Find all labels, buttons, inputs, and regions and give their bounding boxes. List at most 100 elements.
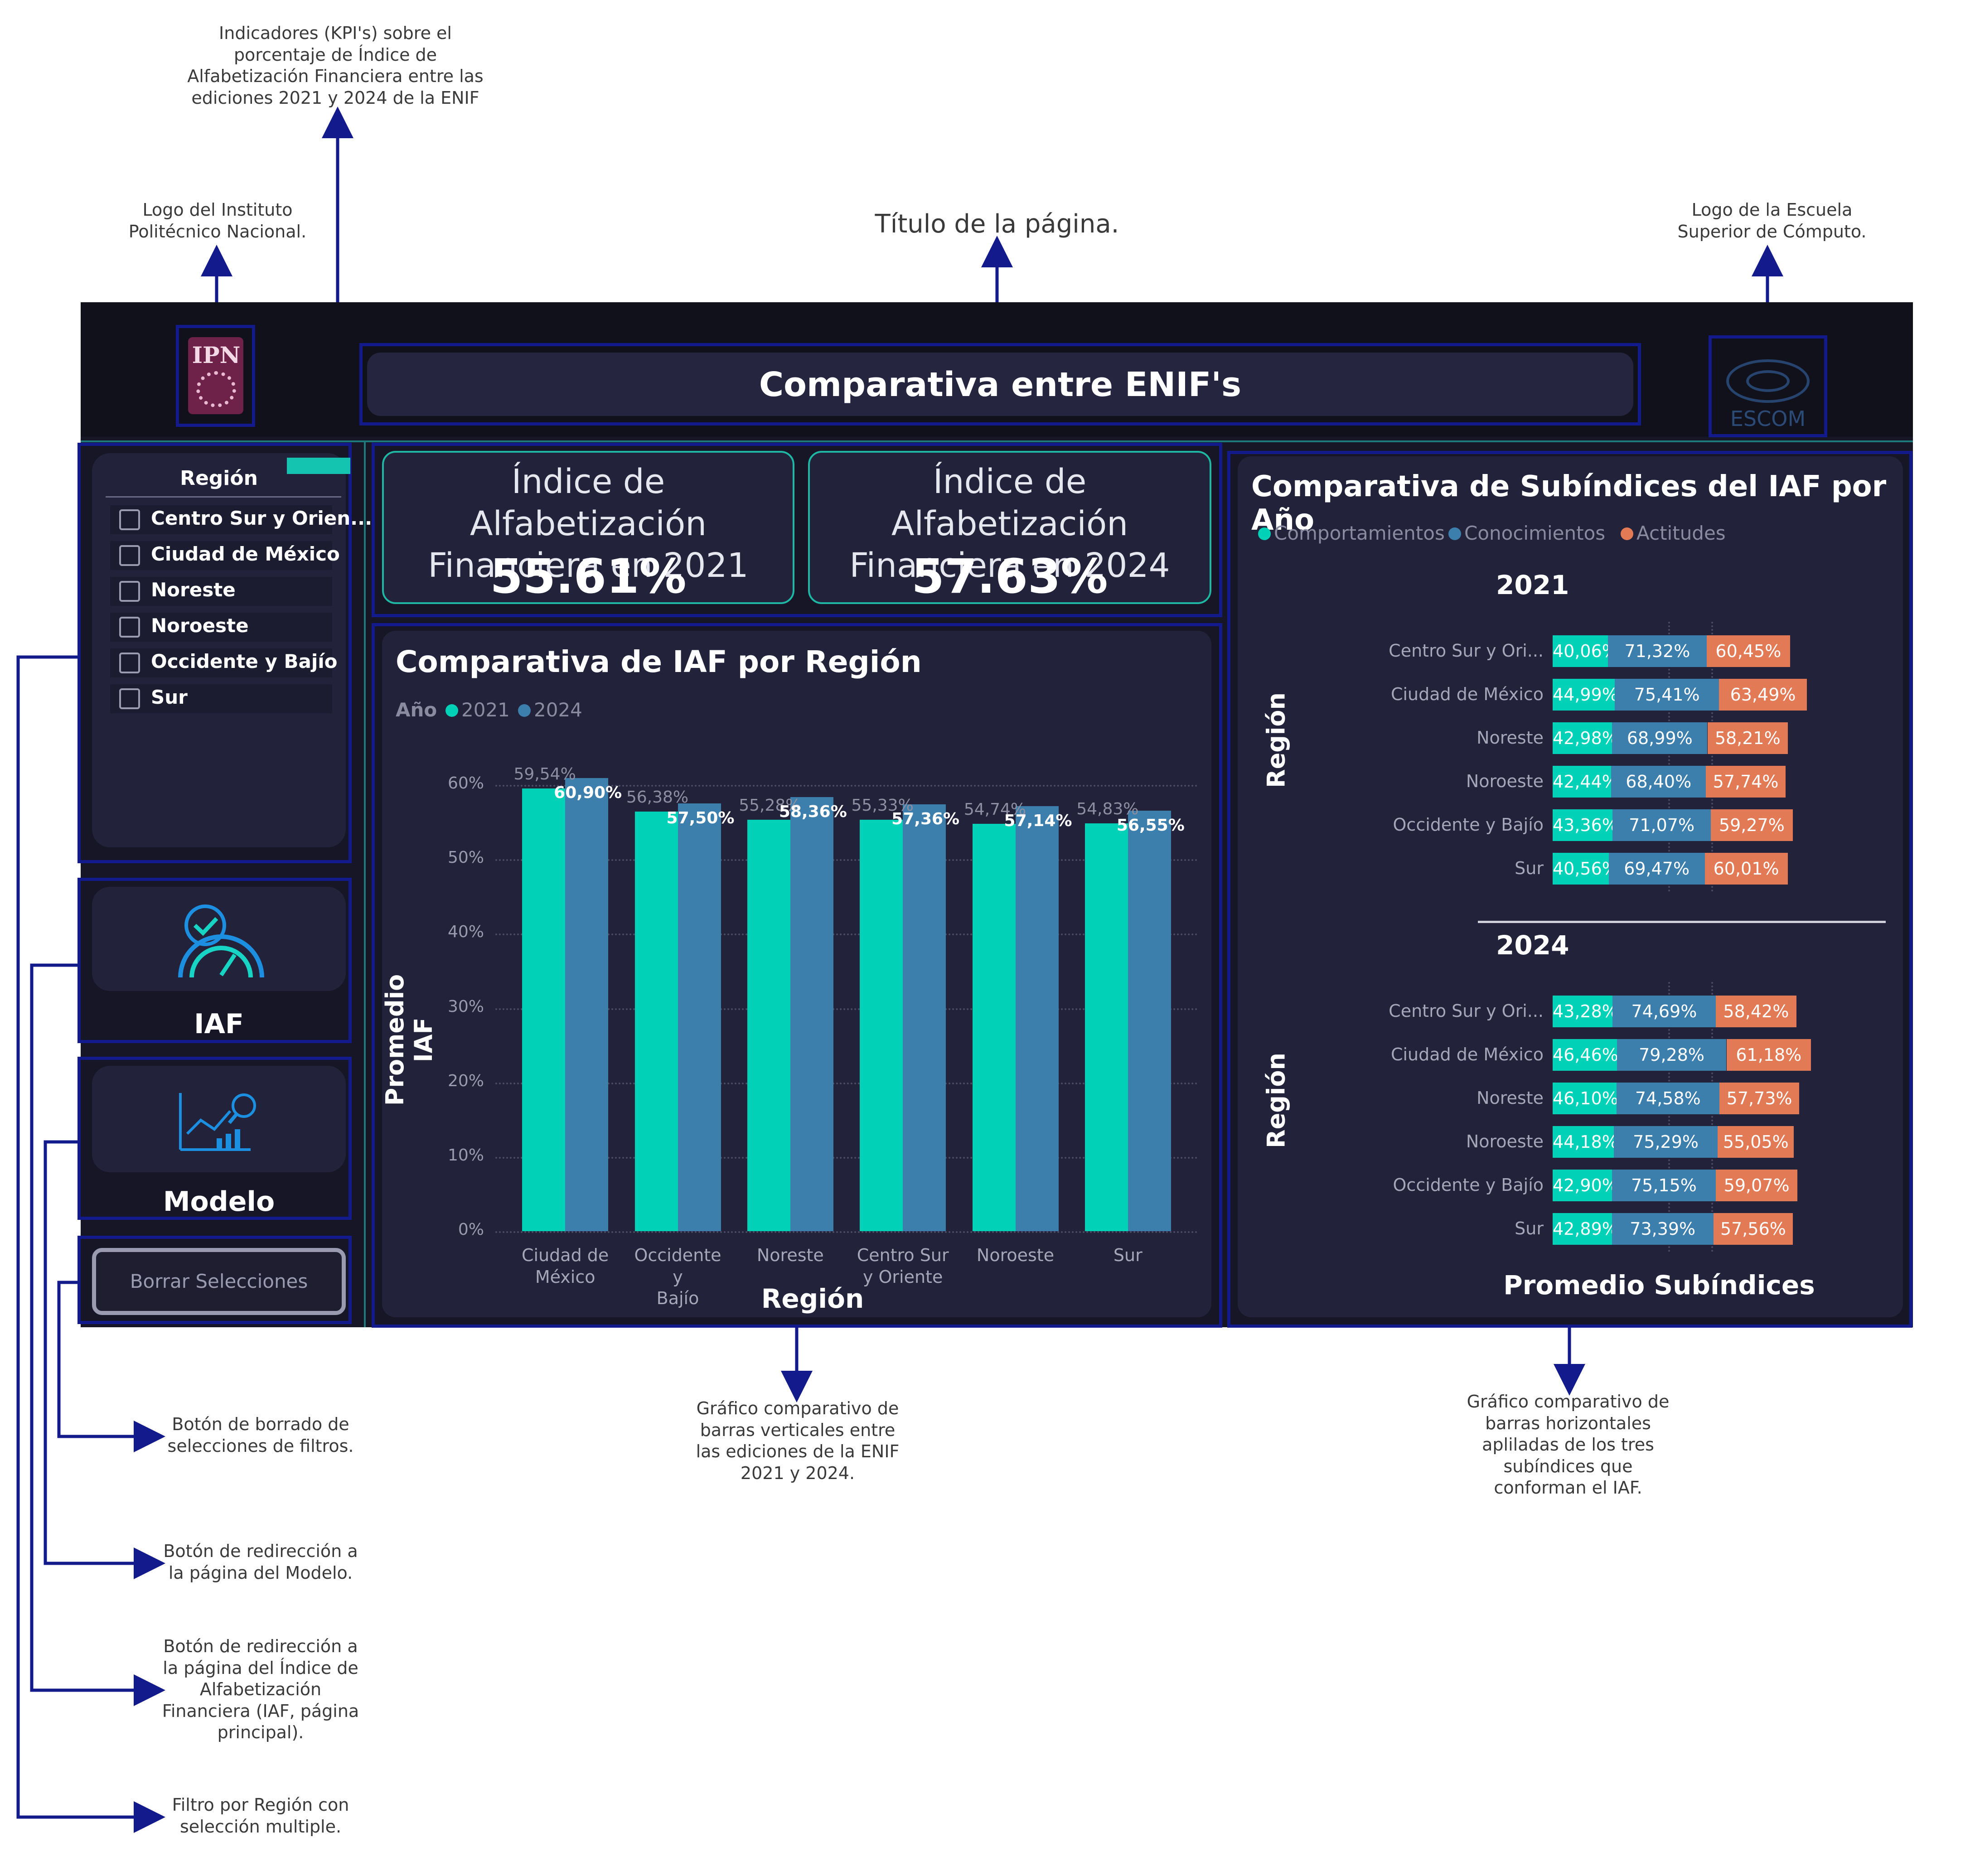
panel-2024-year: 2024: [1496, 930, 1569, 961]
stacked-bar-chart: Comparativa de Subíndices del IAF por Añ…: [1238, 456, 1903, 1317]
y-tick-label: 20%: [447, 1071, 484, 1090]
slicer-item-label: Ciudad de México: [151, 543, 340, 565]
x-tick-label: Sur: [1113, 1245, 1142, 1265]
segment-conocimientos: 75,29%: [1613, 1126, 1718, 1158]
legend-dot-comportamientos: [1258, 527, 1271, 540]
grid-line-vertical: [1711, 622, 1713, 892]
slicer-item[interactable]: Centro Sur y Orien...: [110, 505, 372, 534]
divider: [364, 440, 366, 1327]
data-label-2024: 57,50%: [666, 809, 735, 828]
bar-2024: [678, 803, 721, 1231]
y-tick-label: 50%: [447, 848, 484, 867]
ipn-logo-text: IPN: [192, 342, 241, 368]
row-label: Noroeste: [1466, 1131, 1544, 1151]
annotation-iaf-button: Botón de redirección a la página del Índ…: [162, 1636, 359, 1742]
modelo-nav-button[interactable]: Modelo: [92, 1066, 346, 1218]
kpi-card-2021: Índice de Alfabetización Financiera en 2…: [382, 451, 794, 604]
grid-line: [495, 1082, 1198, 1084]
annotation-clear-button: Botón de borrado de selecciones de filtr…: [167, 1414, 354, 1456]
escom-logo-emblem-inner: [1746, 370, 1790, 392]
grid-line: [495, 1156, 1198, 1159]
slicer-item-checkbox[interactable]: [119, 653, 140, 673]
data-label-2021: 55,28%: [739, 796, 801, 815]
data-label-2021: 54,74%: [963, 800, 1026, 819]
slicer-toolbar[interactable]: [287, 458, 350, 474]
grid-line: [495, 1231, 1198, 1233]
bar-2021: [522, 788, 566, 1231]
segment-actitudes: 58,21%: [1707, 722, 1788, 754]
modelo-nav-label: Modelo: [163, 1186, 275, 1218]
row-label: Sur: [1515, 858, 1544, 878]
slicer-item-label: Noroeste: [151, 614, 249, 637]
iaf-nav-button[interactable]: IAF: [92, 887, 346, 1040]
clear-selections-button[interactable]: Borrar Selecciones: [92, 1248, 346, 1315]
annotation-region-filter: Filtro por Región con selección multiple…: [172, 1795, 349, 1837]
data-label-2024: 57,36%: [891, 810, 960, 829]
region-slicer-frame: [77, 443, 352, 863]
segment-conocimientos: 68,99%: [1612, 722, 1708, 754]
clear-selections-label: Borrar Selecciones: [130, 1270, 308, 1292]
segment-actitudes: 55,05%: [1718, 1126, 1794, 1158]
segment-comportamientos: 46,46%: [1553, 1039, 1618, 1071]
grid-line: [495, 785, 1198, 787]
slicer-item-checkbox[interactable]: [119, 688, 140, 709]
slicer-item-checkbox[interactable]: [119, 581, 140, 602]
grid-line: [495, 933, 1198, 936]
annotation-kpis: Indicadores (KPI's) sobre el porcentaje …: [187, 23, 484, 108]
slicer-item[interactable]: Ciudad de México: [110, 541, 340, 570]
slicer-item[interactable]: Noreste: [110, 577, 332, 606]
segment-comportamientos: 46,10%: [1553, 1083, 1618, 1114]
grid-line-vertical: [1668, 982, 1670, 1252]
x-tick-label: Noreste: [756, 1245, 824, 1265]
escom-logo-text: ESCOM: [1730, 406, 1806, 431]
x-tick-label: Noroeste: [976, 1245, 1055, 1265]
segment-conocimientos: 74,58%: [1616, 1083, 1720, 1114]
slicer-item-checkbox[interactable]: [119, 545, 140, 566]
panel-2021-y-axis-title: Región: [1262, 692, 1291, 788]
legend-dot-actitudes: [1621, 527, 1633, 540]
segment-actitudes: 59,07%: [1716, 1170, 1798, 1201]
chart-magnifier-icon: [176, 1088, 262, 1152]
iaf-button-frame: [77, 878, 352, 1043]
row-label: Noreste: [1477, 1088, 1544, 1108]
row-label: Ciudad de México: [1390, 684, 1544, 704]
slicer-item-checkbox[interactable]: [119, 617, 140, 638]
segment-comportamientos: 42,90%: [1553, 1170, 1618, 1201]
slicer-item-label: Centro Sur y Orien...: [151, 507, 373, 529]
row-label: Ciudad de México: [1390, 1044, 1544, 1064]
slicer-item[interactable]: Sur: [110, 684, 332, 713]
stacked-chart-frame: [1227, 451, 1912, 1328]
modelo-icon-card: [92, 1066, 346, 1172]
annotation-bar-chart: Gráfico comparativo de barras verticales…: [696, 1398, 900, 1483]
segment-conocimientos: 71,32%: [1608, 635, 1707, 667]
slicer-item-label: Noreste: [151, 579, 236, 601]
slicer-item[interactable]: Occidente y Bajío: [110, 648, 338, 677]
kpi-frame: [372, 443, 1222, 617]
slicer-item-checkbox[interactable]: [119, 509, 140, 530]
row-label: Occidente y Bajío: [1393, 815, 1544, 835]
kpi-2024-title: Índice de Alfabetización Financiera en 2…: [849, 462, 1170, 585]
bar-2021: [860, 819, 903, 1231]
annotation-page-title: Título de la página.: [875, 209, 1119, 239]
title-box: [367, 353, 1633, 416]
segment-conocimientos: 79,28%: [1617, 1039, 1727, 1071]
annotation-stacked-chart: Gráfico comparativo de barras horizontal…: [1467, 1392, 1670, 1498]
annotation-ipn-logo: Logo del Instituto Politécnico Nacional.: [128, 200, 307, 242]
segment-conocimientos: 73,39%: [1612, 1213, 1714, 1245]
panel-2024-y-axis-title: Región: [1262, 1053, 1291, 1148]
segment-actitudes: 60,01%: [1704, 853, 1788, 885]
bar-2024: [565, 778, 609, 1231]
slicer-item-label: Sur: [151, 686, 188, 708]
panel-2021-year: 2021: [1496, 570, 1569, 600]
grid-line: [495, 1008, 1198, 1010]
grid-line-vertical: [1711, 982, 1713, 1252]
annotation-escom-logo: Logo de la Escuela Superior de Cómputo.: [1677, 200, 1867, 242]
bar-2024: [903, 804, 946, 1231]
legend-dot-2024: [518, 704, 531, 717]
stacked-x-axis-title: Promedio Subíndices: [1503, 1270, 1815, 1301]
dashboard: IPN Comparativa entre ENIF's ESCOM Regió…: [77, 302, 1913, 1328]
y-tick-label: 40%: [447, 923, 484, 942]
segment-comportamientos: 43,36%: [1553, 809, 1618, 841]
slicer-item[interactable]: Noroeste: [110, 613, 332, 642]
segment-comportamientos: 44,18%: [1553, 1126, 1618, 1158]
